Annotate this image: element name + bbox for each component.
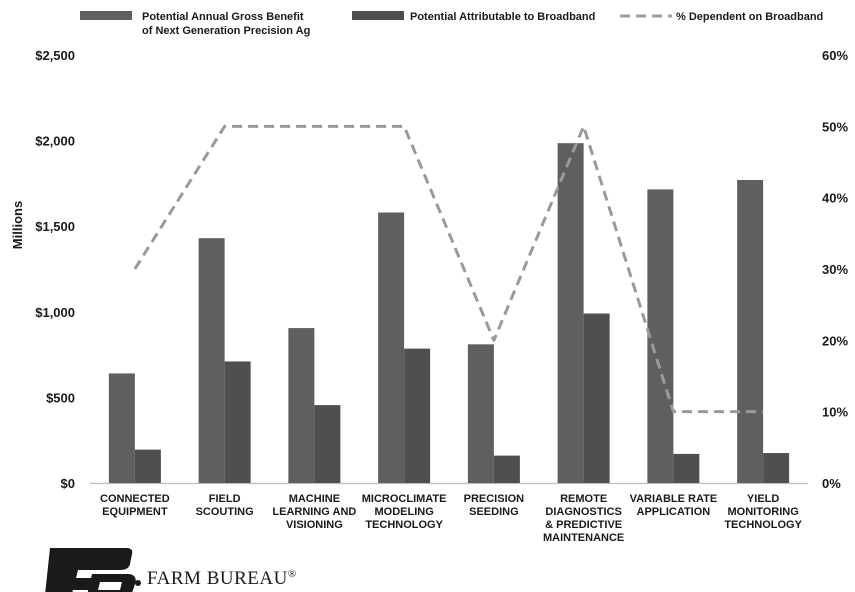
x-tick-label-line: TECHNOLOGY xyxy=(365,519,443,531)
x-axis-categories: CONNECTED EQUIPMENT FIELD SCOUTING MACHINE LE… xyxy=(100,493,803,544)
y-tick-label: $1,000 xyxy=(35,305,75,320)
bar-attributable-broadband xyxy=(763,453,790,483)
y-tick-label: $500 xyxy=(46,390,75,405)
x-tick-label-line: MAINTENANCE xyxy=(543,532,624,544)
line-dependent-on-broadband xyxy=(133,124,764,414)
y2-tick-label: 20% xyxy=(822,333,848,348)
y-axis-ticks: $0 $500 $1,000 $1,500 $2,000 $2,500 xyxy=(35,48,75,491)
legend-swatch-broadband xyxy=(352,11,404,20)
x-tick-label: YIELD MONITORING TECHNOLOGY xyxy=(724,493,802,531)
x-tick-label: VARIABLE RATE APPLICATION xyxy=(630,493,718,518)
x-tick-label-line: DIAGNOSTICS xyxy=(545,506,621,518)
bar-gross-benefit xyxy=(647,189,674,483)
bar-gross-benefit xyxy=(378,212,405,483)
bar-gross-benefit xyxy=(288,328,315,483)
legend-swatch-gross-benefit xyxy=(80,11,132,20)
x-tick-label: REMOTE DIAGNOSTICS & PREDICTIVE MAINTENANCE xyxy=(543,493,624,544)
bar-attributable-broadband xyxy=(673,453,700,483)
logo-dot xyxy=(135,580,141,586)
x-tick-label-line: EQUIPMENT xyxy=(102,506,168,518)
y-tick-label: $2,500 xyxy=(35,48,75,63)
bar-attributable-broadband xyxy=(314,405,341,483)
legend: Potential Annual Gross Benefit of Next G… xyxy=(80,11,823,37)
x-tick-label-line: LEARNING AND xyxy=(272,506,356,518)
y-axis-label: Millions xyxy=(10,201,25,249)
x-tick-label-line: & PREDICTIVE xyxy=(545,519,622,531)
x-tick-label-line: MODELING xyxy=(374,506,433,518)
bar-gross-benefit xyxy=(198,238,225,483)
x-tick-label-line: CONNECTED xyxy=(100,493,170,505)
x-tick-label-line: PRECISION xyxy=(464,493,525,505)
x-tick-label-line: VARIABLE RATE xyxy=(630,493,718,505)
legend-label-dependent: % Dependent on Broadband xyxy=(676,11,823,23)
x-tick-label-line: REMOTE xyxy=(560,493,607,505)
bar-attributable-broadband xyxy=(404,348,431,483)
x-tick-label-line: TECHNOLOGY xyxy=(724,519,802,531)
y2-axis-ticks: 0% 10% 20% 30% 40% 50% 60% xyxy=(822,48,848,491)
bar-attributable-broadband xyxy=(583,313,610,483)
y-tick-label: $0 xyxy=(61,476,75,491)
farm-bureau-logo: FARM BUREAU® xyxy=(45,548,297,592)
x-tick-label-line: APPLICATION xyxy=(637,506,711,518)
bar-gross-benefit xyxy=(737,179,764,483)
x-tick-label-line: SEEDING xyxy=(469,506,519,518)
logo-registered-mark: ® xyxy=(288,568,297,580)
bar-gross-benefit xyxy=(108,373,135,483)
bar-attributable-broadband xyxy=(224,361,251,483)
y2-tick-label: 10% xyxy=(822,405,848,420)
x-tick-label-line: YIELD xyxy=(747,493,779,505)
x-tick-label: FIELD SCOUTING xyxy=(196,493,254,518)
y2-tick-label: 30% xyxy=(822,262,848,277)
y2-tick-label: 0% xyxy=(822,476,841,491)
y2-tick-label: 40% xyxy=(822,191,848,206)
x-tick-label-line: SCOUTING xyxy=(196,506,254,518)
logo-name: FARM BUREAU xyxy=(147,568,288,589)
legend-label-gross-benefit-line-2: of Next Generation Precision Ag xyxy=(142,25,310,37)
x-tick-label: MACHINE LEARNING AND VISIONING xyxy=(272,493,356,531)
bar-attributable-broadband xyxy=(134,449,161,483)
logo-text: FARM BUREAU® xyxy=(147,568,297,589)
bar-attributable-broadband xyxy=(493,455,520,483)
line-series xyxy=(133,124,764,414)
farm-bureau-fb-logo-icon xyxy=(45,548,136,592)
legend-label-broadband: Potential Attributable to Broadband xyxy=(410,11,595,23)
bars xyxy=(108,143,790,483)
x-tick-label: CONNECTED EQUIPMENT xyxy=(100,493,170,518)
bar-gross-benefit xyxy=(467,344,494,483)
legend-label-gross-benefit-line-1: Potential Annual Gross Benefit xyxy=(142,11,304,23)
x-tick-label: PRECISION SEEDING xyxy=(464,493,525,518)
y2-tick-label: 50% xyxy=(822,119,848,134)
x-tick-label-line: MONITORING xyxy=(727,506,798,518)
legend-label-gross-benefit: Potential Annual Gross Benefit of Next G… xyxy=(142,11,310,37)
x-tick-label-line: FIELD xyxy=(209,493,241,505)
bar-gross-benefit xyxy=(557,143,584,483)
x-tick-label-line: MACHINE xyxy=(289,493,340,505)
x-tick-label: MICROCLIMATE MODELING TECHNOLOGY xyxy=(362,493,447,531)
y-tick-label: $2,000 xyxy=(35,134,75,149)
y-tick-label: $1,500 xyxy=(35,219,75,234)
x-tick-label-line: MICROCLIMATE xyxy=(362,493,447,505)
x-tick-label-line: VISIONING xyxy=(286,519,343,531)
y2-tick-label: 60% xyxy=(822,48,848,63)
